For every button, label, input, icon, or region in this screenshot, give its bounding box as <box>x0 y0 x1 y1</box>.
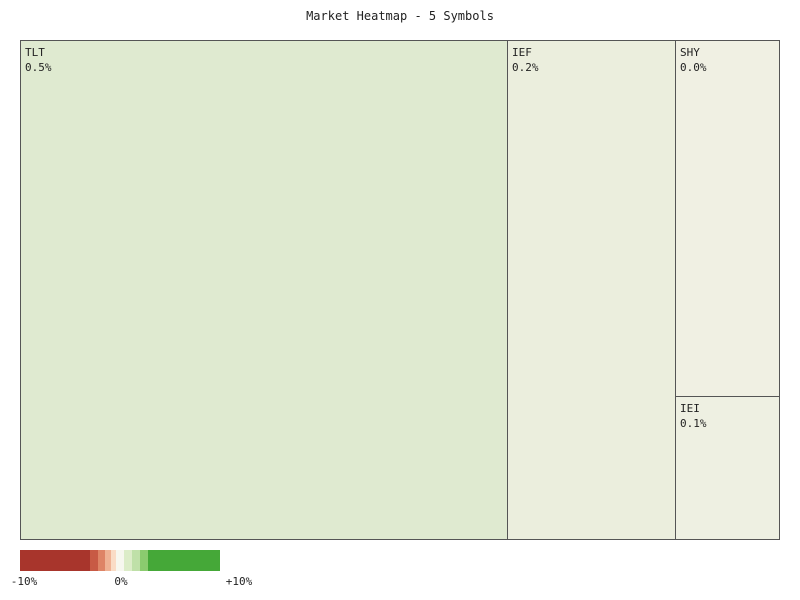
color-scale-segment <box>20 550 90 571</box>
color-scale-segment <box>116 550 124 571</box>
tile-iei[interactable]: IEI 0.1% <box>675 396 780 540</box>
color-scale-segment <box>148 550 220 571</box>
tile-label-iei: IEI 0.1% <box>680 401 707 431</box>
tile-change: 0.1% <box>680 417 707 430</box>
color-scale-max-label: +10% <box>225 575 253 588</box>
tile-symbol: IEI <box>680 402 700 415</box>
tile-symbol: TLT <box>25 46 45 59</box>
color-scale-mid-label: 0% <box>114 575 128 588</box>
tile-label-ief: IEF 0.2% <box>512 45 539 75</box>
tile-ief[interactable]: IEF 0.2% <box>507 40 676 540</box>
tile-tlt[interactable]: TLT 0.5% <box>20 40 508 540</box>
color-scale-segment <box>111 550 116 571</box>
tile-label-tlt: TLT 0.5% <box>25 45 52 75</box>
color-scale-segment <box>132 550 140 571</box>
tile-label-shy: SHY 0.0% <box>680 45 707 75</box>
color-scale-segment <box>140 550 148 571</box>
color-scale-segment <box>124 550 132 571</box>
color-scale-segment <box>98 550 105 571</box>
tile-symbol: IEF <box>512 46 532 59</box>
tile-symbol: SHY <box>680 46 700 59</box>
tile-change: 0.5% <box>25 61 52 74</box>
color-scale-segment <box>90 550 98 571</box>
color-scale-min-label: -10% <box>10 575 38 588</box>
color-scale-segment <box>105 550 111 571</box>
chart-title: Market Heatmap - 5 Symbols <box>306 9 494 23</box>
tile-change: 0.2% <box>512 61 539 74</box>
tile-change: 0.0% <box>680 61 707 74</box>
tile-shy[interactable]: SHY 0.0% <box>675 40 780 397</box>
color-scale-bar <box>20 550 220 571</box>
